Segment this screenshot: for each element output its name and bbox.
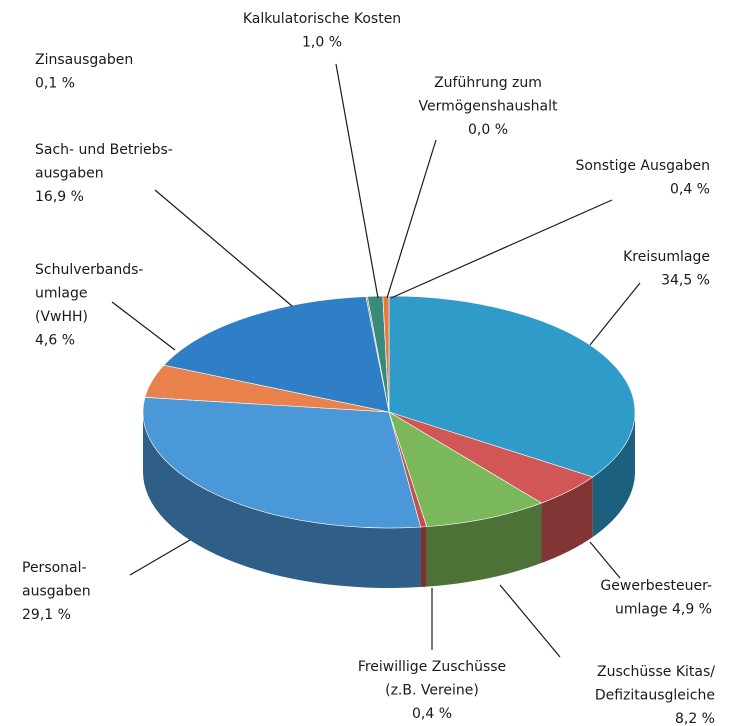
value-label: 0,1 % bbox=[35, 76, 75, 92]
leader-line bbox=[499, 584, 561, 658]
leader-line bbox=[589, 282, 641, 346]
value-label: 0,4 % bbox=[412, 706, 452, 722]
value-label: 1,0 % bbox=[302, 35, 342, 51]
label-line: (VwHH) bbox=[35, 309, 88, 325]
value-label: 16,9 % bbox=[35, 189, 84, 205]
slice bbox=[163, 296, 390, 413]
label-line: ausgaben bbox=[22, 584, 91, 600]
value-label: 29,1 % bbox=[22, 607, 71, 623]
label-line: ausgaben bbox=[35, 166, 104, 182]
slice-label: Sonstige Ausgaben 0,4 % bbox=[575, 158, 710, 198]
slice-label: Personal-ausgaben 29,1 % bbox=[22, 560, 91, 623]
slice bbox=[142, 396, 421, 529]
leader-line bbox=[335, 63, 379, 299]
slice bbox=[388, 295, 636, 478]
leader-line bbox=[390, 199, 613, 299]
slice bbox=[388, 411, 543, 527]
slice-label: Gewerbesteuer- bbox=[600, 578, 712, 594]
slice-label: Kreisumlage 34,5 % bbox=[623, 249, 710, 289]
value-label: 8,2 % bbox=[675, 711, 715, 726]
value-label: 0,4 % bbox=[670, 182, 710, 198]
slice-side bbox=[592, 412, 635, 537]
label-line: Zuführung zum bbox=[434, 75, 542, 91]
slice-side bbox=[541, 476, 593, 564]
value-label: 4,6 % bbox=[35, 333, 75, 349]
slice-label: Sach- und Betriebs-ausgaben 16,9 % bbox=[35, 142, 173, 205]
label-line: (z.B. Vereine) bbox=[385, 683, 479, 699]
label-line: umlage bbox=[615, 602, 667, 618]
slice-side bbox=[143, 412, 421, 588]
leader-line bbox=[386, 139, 437, 299]
label-line: Zuschüsse Kitas/ bbox=[597, 664, 715, 680]
label-line: Defizitausgleiche bbox=[595, 688, 715, 704]
value-label: 34,5 % bbox=[661, 273, 710, 289]
leader-line bbox=[589, 541, 621, 579]
label-line: Gewerbesteuer- bbox=[600, 578, 712, 594]
value-label: 4,9 % bbox=[672, 602, 712, 618]
leader-line bbox=[111, 301, 176, 351]
leader-line bbox=[154, 189, 293, 307]
slice-side bbox=[420, 526, 427, 588]
label-line: Kalkulatorische Kosten bbox=[243, 11, 401, 27]
leader-line bbox=[129, 539, 191, 576]
slice bbox=[382, 295, 390, 413]
slice-label: Zuschüsse Kitas/Defizitausgleiche 8,2 % bbox=[595, 664, 715, 726]
label-line: Sonstige Ausgaben bbox=[575, 158, 710, 174]
slice-label: Schulverbands-umlage (VwHH) 4,6 % bbox=[35, 262, 143, 349]
label-line: Zinsausgaben bbox=[35, 52, 133, 68]
label-line: Freiwillige Zuschüsse bbox=[358, 659, 506, 675]
label-line: Schulverbands- bbox=[35, 262, 143, 278]
slice-label: umlage 4,9 % bbox=[615, 602, 712, 618]
label-line: Sach- und Betriebs- bbox=[35, 142, 173, 158]
label-line: Vermögenshaushalt bbox=[419, 99, 558, 115]
slice-label: Zuführung zum Vermögenshaushalt 0,0 % bbox=[419, 75, 558, 138]
label-line: umlage bbox=[35, 286, 87, 302]
slice-label: Kalkulatorische Kosten 1,0 % bbox=[243, 11, 401, 51]
label-line: Personal- bbox=[22, 560, 87, 576]
value-label: 0,0 % bbox=[468, 122, 508, 138]
slice-label: Freiwillige Zuschüsse (z.B. Vereine) 0,4 % bbox=[358, 659, 506, 722]
label-line: Kreisumlage bbox=[623, 249, 710, 265]
slice-label: Zinsausgaben 0,1 % bbox=[35, 52, 133, 92]
